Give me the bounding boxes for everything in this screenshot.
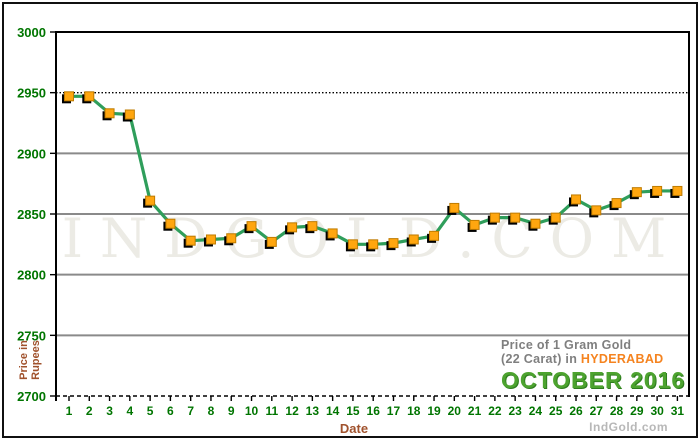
svg-text:2850: 2850	[17, 207, 46, 222]
svg-text:26: 26	[569, 404, 583, 418]
y-axis-title-line1: Price in	[18, 340, 30, 380]
svg-text:23: 23	[508, 404, 522, 418]
svg-text:3000: 3000	[17, 25, 46, 40]
svg-text:7: 7	[187, 404, 194, 418]
y-axis-title-line2: Rupees	[30, 340, 42, 380]
svg-text:1: 1	[66, 404, 73, 418]
svg-text:20: 20	[448, 404, 462, 418]
svg-text:11: 11	[265, 404, 278, 418]
watermark-text: INDGOLD.COM	[61, 207, 684, 270]
x-axis-title: Date	[339, 421, 369, 436]
caption-month-year: OCTOBER 2016	[501, 367, 686, 393]
svg-text:10: 10	[245, 404, 259, 418]
svg-text:2950: 2950	[17, 86, 46, 101]
svg-text:6: 6	[167, 404, 174, 418]
svg-text:14: 14	[326, 404, 340, 418]
svg-text:22: 22	[488, 404, 502, 418]
svg-text:5: 5	[147, 404, 154, 418]
svg-text:21: 21	[468, 404, 482, 418]
city-name: HYDERABAD	[580, 352, 664, 366]
svg-text:12: 12	[285, 404, 299, 418]
svg-text:24: 24	[529, 404, 543, 418]
svg-text:2800: 2800	[17, 268, 46, 283]
svg-text:25: 25	[549, 404, 563, 418]
svg-text:3: 3	[106, 404, 113, 418]
svg-text:18: 18	[407, 404, 421, 418]
brand-watermark: IndGold.com	[589, 420, 668, 434]
svg-text:28: 28	[610, 404, 624, 418]
svg-text:2: 2	[86, 404, 93, 418]
svg-text:4: 4	[126, 404, 133, 418]
caption-carat-text: (22 Carat) in	[501, 352, 581, 366]
svg-text:30: 30	[650, 404, 664, 418]
chart-caption: Price of 1 Gram Gold (22 Carat) in HYDER…	[501, 338, 696, 394]
svg-text:8: 8	[208, 404, 215, 418]
svg-text:2750: 2750	[17, 328, 46, 343]
caption-line2: (22 Carat) in HYDERABAD	[501, 352, 696, 366]
caption-line1: Price of 1 Gram Gold	[501, 338, 632, 352]
svg-text:31: 31	[671, 404, 685, 418]
svg-text:19: 19	[427, 404, 441, 418]
svg-text:29: 29	[630, 404, 644, 418]
svg-text:13: 13	[306, 404, 320, 418]
svg-text:27: 27	[590, 404, 604, 418]
svg-text:17: 17	[387, 404, 401, 418]
svg-text:15: 15	[346, 404, 360, 418]
svg-text:16: 16	[367, 404, 381, 418]
svg-text:2700: 2700	[17, 389, 46, 404]
svg-text:9: 9	[228, 404, 235, 418]
svg-text:2900: 2900	[17, 146, 46, 161]
